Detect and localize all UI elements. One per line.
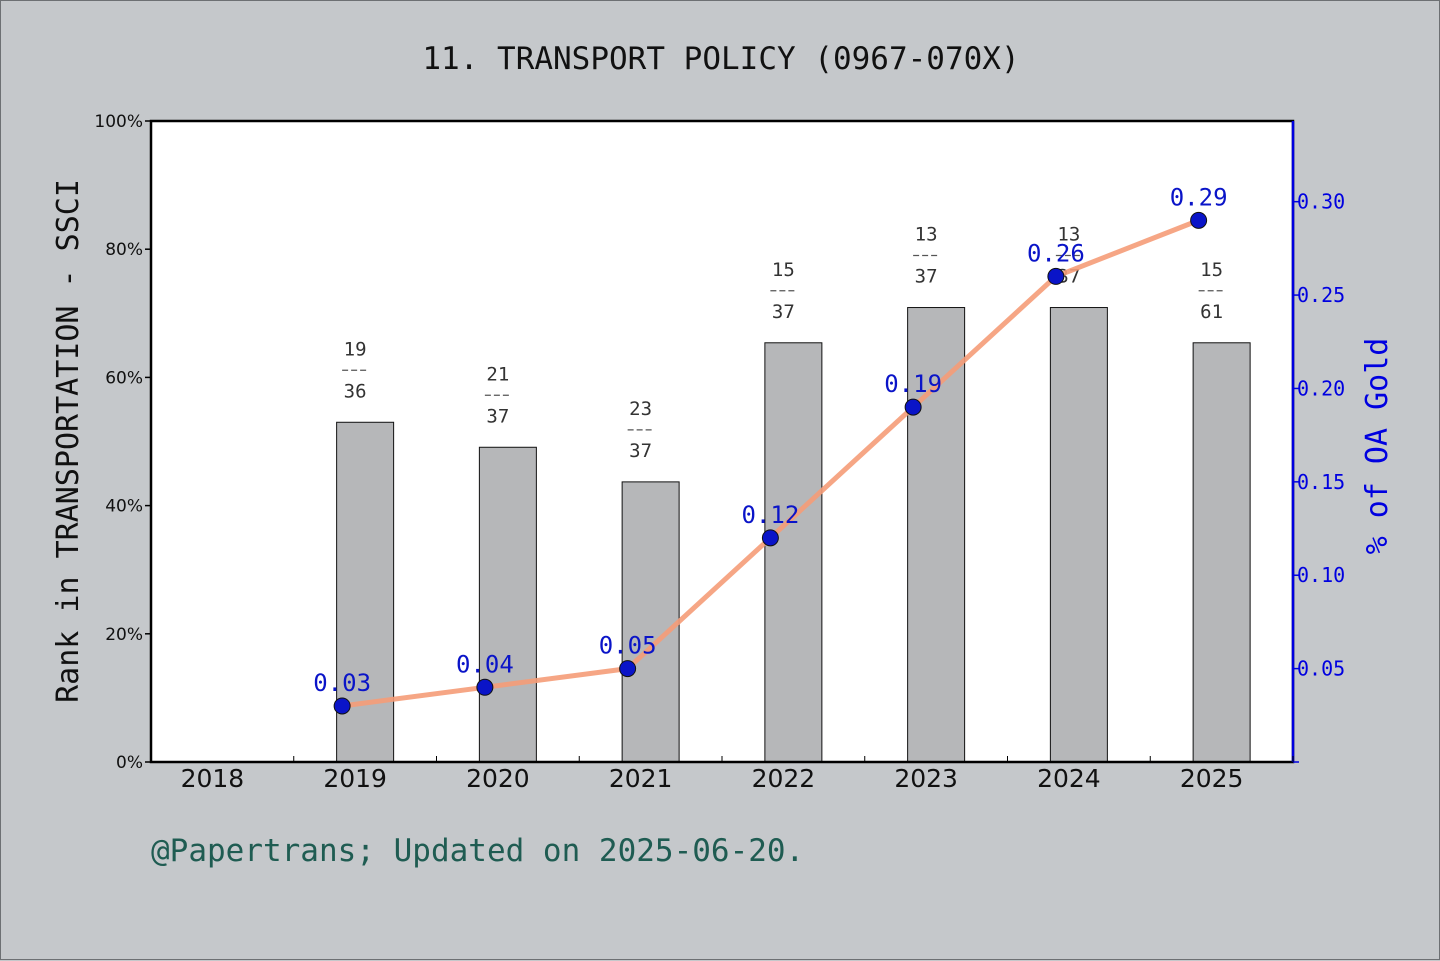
x-tick-label-2024: 2024	[1037, 764, 1101, 793]
bar-label-rank-2019: 19	[344, 338, 367, 360]
bar-label-total-2021: 37	[629, 440, 652, 462]
footer-note: @Papertrans; Updated on 2025-06-20.	[151, 833, 805, 869]
oa-gold-label-2024: 0.26	[1027, 239, 1085, 267]
right-tick-label-0.10: 0.10	[1297, 563, 1345, 587]
bar-2020	[478, 446, 537, 763]
oa-gold-label-2025: 0.29	[1170, 183, 1228, 211]
oa-gold-label-2019: 0.03	[313, 669, 371, 697]
oa-gold-label-2023: 0.19	[884, 370, 942, 398]
x-tick-label-2019: 2019	[323, 764, 387, 793]
x-tick-label-2022: 2022	[752, 764, 816, 793]
x-tick-label-2023: 2023	[894, 764, 958, 793]
right-tick-label-0.05: 0.05	[1297, 657, 1345, 681]
right-tick-label-0.15: 0.15	[1297, 470, 1345, 494]
bar-label-total-2022: 37	[772, 301, 795, 323]
oa-gold-label-2021: 0.05	[599, 632, 657, 660]
x-tick-label-2025: 2025	[1180, 764, 1244, 793]
chart-title: 11. TRANSPORT POLICY (0967-070X)	[422, 41, 1019, 77]
bar-label-total-2019: 36	[344, 380, 367, 402]
left-axis-title: Rank in TRANSPORTATION - SSCI	[51, 179, 86, 703]
left-tick-label-0: 0%	[116, 753, 143, 773]
right-axis-title: % of OA Gold	[1360, 338, 1395, 555]
bar-label-rank-2024: 13	[1057, 224, 1080, 246]
left-tick-label-100: 100%	[94, 112, 143, 132]
oa-gold-point-2022	[761, 529, 779, 547]
bar-2021	[621, 481, 680, 763]
left-tick-label-20: 20%	[105, 625, 143, 645]
left-tick-label-40: 40%	[105, 497, 143, 517]
oa-gold-label-2022: 0.12	[741, 501, 799, 529]
oa-gold-point-2019	[333, 697, 351, 715]
oa-gold-point-2023	[904, 398, 922, 416]
oa-gold-label-2020: 0.04	[456, 650, 514, 678]
right-tick-label-0.25: 0.25	[1297, 283, 1345, 307]
right-tick-label-0.20: 0.20	[1297, 376, 1345, 400]
bar-label-rank-2023: 13	[915, 224, 938, 246]
x-tick-label-2021: 2021	[609, 764, 673, 793]
bar-label-total-2020: 37	[486, 405, 509, 427]
oa-gold-point-2025	[1190, 211, 1208, 229]
bar-label-rank-2025: 15	[1200, 259, 1223, 281]
left-tick-label-60: 60%	[105, 368, 143, 388]
bar-label-rank-2022: 15	[772, 259, 795, 281]
oa-gold-point-2021	[619, 660, 637, 678]
left-tick-label-80: 80%	[105, 240, 143, 260]
right-tick-label-0.30: 0.30	[1297, 190, 1345, 214]
oa-gold-point-2020	[476, 678, 494, 696]
bar-label-total-2023: 37	[915, 266, 938, 288]
x-tick-label-2018: 2018	[181, 764, 245, 793]
bar-2022	[764, 342, 823, 763]
bar-label-rank-2020: 21	[486, 363, 509, 385]
bar-2025	[1192, 342, 1251, 763]
bar-2024	[1049, 307, 1108, 763]
oa-gold-point-2024	[1047, 267, 1065, 285]
bar-label-total-2025: 61	[1200, 301, 1223, 323]
plot-area	[151, 121, 1293, 762]
bar-label-rank-2021: 23	[629, 398, 652, 420]
x-tick-label-2020: 2020	[466, 764, 530, 793]
